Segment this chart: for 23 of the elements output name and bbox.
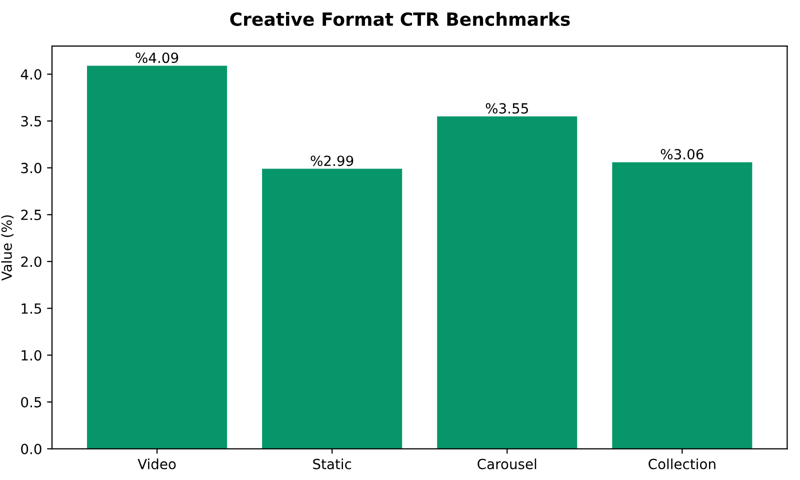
- data-label: %3.55: [486, 103, 528, 114]
- y-tick-label: 1.0: [22, 350, 42, 361]
- data-label: %3.06: [660, 149, 704, 160]
- bar: [437, 116, 578, 449]
- bar: [612, 162, 752, 449]
- y-tick-label: 3.5: [21, 116, 42, 126]
- x-tick-label: Video: [138, 458, 176, 470]
- chart-title: Creative Format CTR Benchmarks: [230, 12, 570, 26]
- y-tick-label: 2.0: [21, 256, 42, 267]
- x-tick-label: Static: [313, 458, 352, 470]
- bar: [262, 168, 402, 449]
- y-tick-label: 0.5: [21, 396, 42, 408]
- x-tick-label: Collection: [648, 458, 716, 470]
- x-tick-label: Carousel: [478, 458, 536, 470]
- y-tick-label: 4.0: [20, 69, 42, 80]
- y-tick-label: 1.5: [22, 303, 42, 314]
- y-tick-label: 2.5: [21, 210, 42, 220]
- data-label: %4.09: [136, 52, 178, 64]
- y-tick-label: 0.0: [21, 444, 42, 454]
- y-axis-title: Value (%): [1, 215, 14, 281]
- data-label: %2.99: [310, 156, 354, 166]
- y-tick-label: 3.0: [21, 162, 42, 174]
- bar: [87, 66, 228, 449]
